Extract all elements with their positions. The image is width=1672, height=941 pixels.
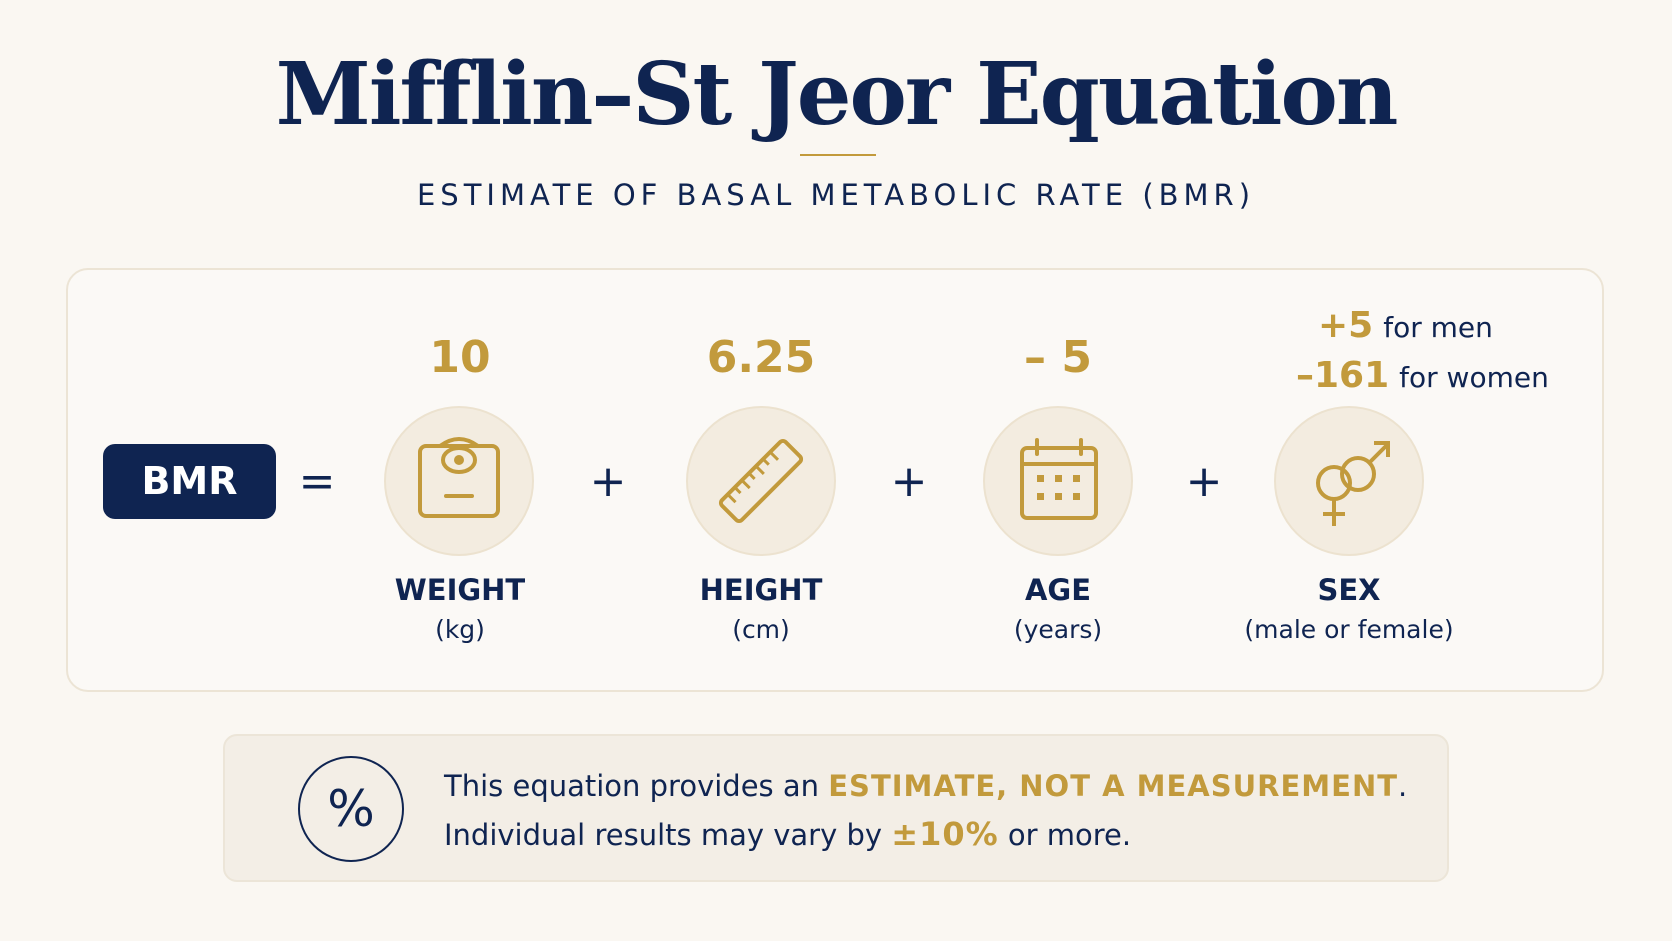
- women-constant-label: for women: [1399, 361, 1549, 394]
- disclaimer-line-2: Individual results may vary by ±10% or m…: [444, 814, 1131, 855]
- sex-label: SEX: [1317, 573, 1381, 607]
- scale-icon: [418, 437, 500, 518]
- height-icon-circle: [686, 406, 836, 556]
- height-unit: (cm): [732, 615, 790, 644]
- women-constant-value: –161: [1296, 355, 1390, 396]
- age-unit: (years): [1013, 615, 1103, 644]
- disclaimer-line-1-suffix: .: [1398, 769, 1408, 803]
- sex-icon-circle: [1274, 406, 1424, 556]
- disclaimer-line-2-suffix: or more.: [998, 818, 1132, 852]
- gender-symbols-icon: [1316, 441, 1390, 526]
- title-divider: [800, 154, 876, 156]
- page-subtitle: ESTIMATE OF BASAL METABOLIC RATE (BMR): [416, 178, 1256, 212]
- men-constant-label: for men: [1383, 311, 1493, 344]
- disclaimer-emphasis: ESTIMATE, NOT A MEASUREMENT: [828, 769, 1399, 803]
- variation-value: ±10%: [891, 815, 999, 853]
- disclaimer-line-1-prefix: This equation provides an: [444, 769, 829, 803]
- men-constant-value: +5: [1318, 305, 1374, 346]
- plus-sign-3: +: [1185, 456, 1223, 507]
- weight-icon-circle: [384, 406, 534, 556]
- disclaimer-line-1: This equation provides an ESTIMATE, NOT …: [444, 766, 1407, 806]
- weight-label: WEIGHT: [394, 573, 526, 607]
- weight-unit: (kg): [435, 615, 485, 644]
- percent-icon: %: [298, 756, 404, 862]
- bmr-badge: BMR: [103, 444, 276, 519]
- height-label: HEIGHT: [699, 573, 823, 607]
- age-label: AGE: [1024, 573, 1092, 607]
- disclaimer-line-2-prefix: Individual results may vary by: [444, 818, 892, 852]
- calendar-icon: [1020, 438, 1098, 520]
- page-title: Mifflin–St Jeor Equation: [275, 44, 1399, 145]
- sex-constant-women: –161 for women: [1296, 355, 1596, 403]
- disclaimer-box: [223, 734, 1449, 882]
- age-icon-circle: [983, 406, 1133, 556]
- age-coefficient: – 5: [1024, 332, 1092, 383]
- weight-coefficient: 10: [429, 332, 491, 383]
- height-coefficient: 6.25: [706, 332, 816, 383]
- equals-sign: =: [298, 456, 336, 507]
- ruler-icon: [718, 438, 804, 524]
- plus-sign-2: +: [890, 456, 928, 507]
- plus-sign-1: +: [589, 456, 627, 507]
- sex-constant-men: +5 for men: [1318, 305, 1618, 353]
- sex-unit: (male or female): [1244, 615, 1454, 644]
